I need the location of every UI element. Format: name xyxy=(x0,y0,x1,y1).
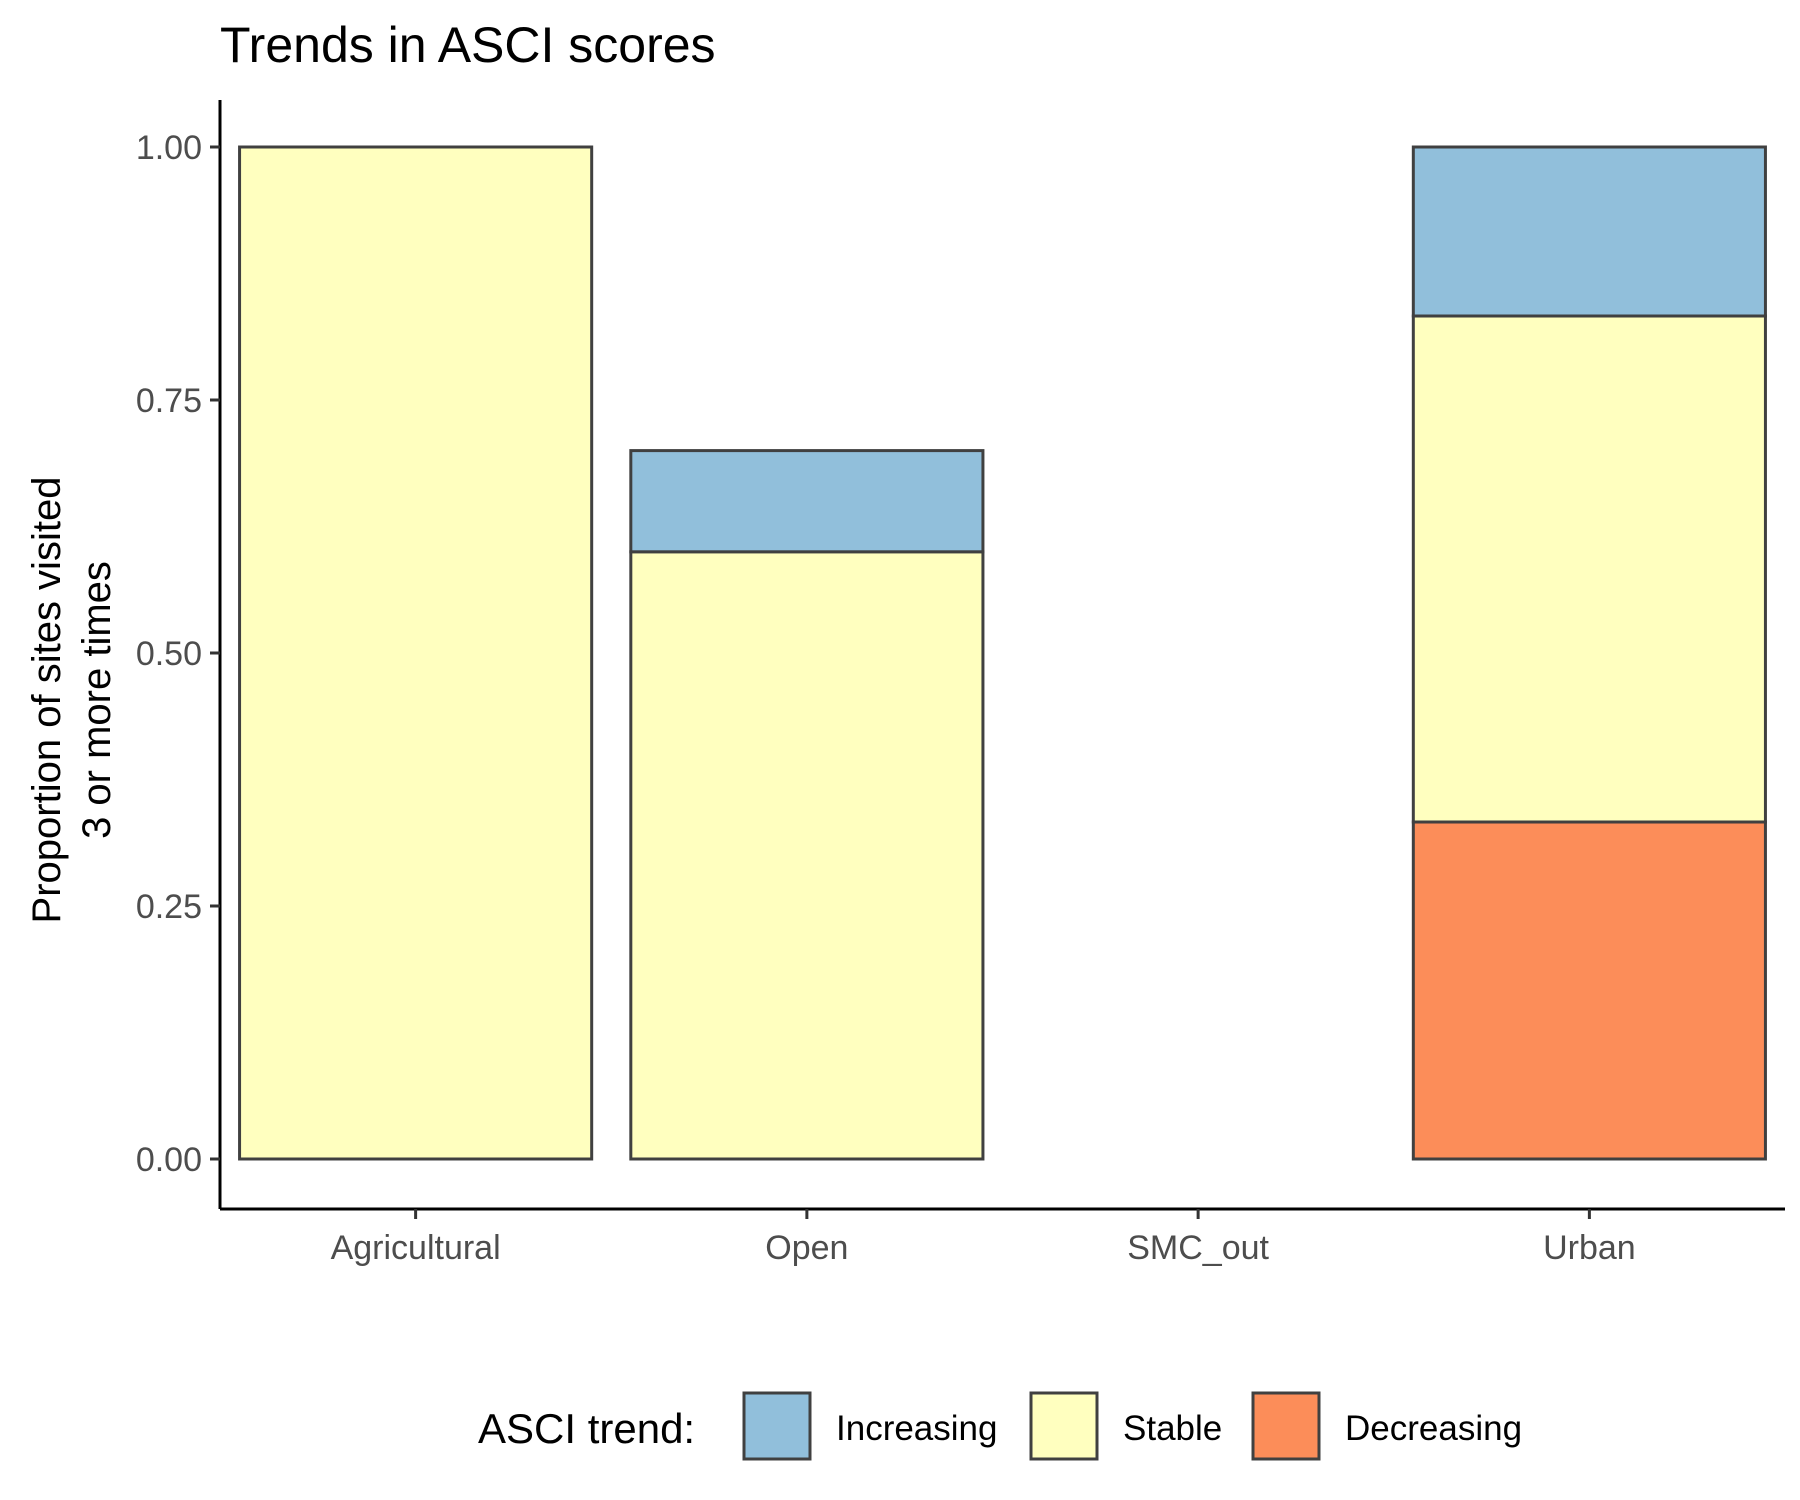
y-tick-label: 0.25 xyxy=(136,888,202,926)
bar-urban-decreasing xyxy=(1411,820,1767,1161)
legend-label-increasing: Increasing xyxy=(836,1409,997,1448)
y-tick-label: 0.75 xyxy=(136,382,202,420)
bar-urban-increasing xyxy=(1411,145,1767,318)
legend-key-decreasing xyxy=(1251,1391,1321,1461)
bars-layer xyxy=(238,145,1767,1161)
bar-agricultural-stable xyxy=(238,145,594,1161)
x-tick-label: Open xyxy=(765,1229,848,1267)
legend-label-decreasing: Decreasing xyxy=(1345,1409,1522,1448)
y-axis-title: Proportion of sites visited 3 or more ti… xyxy=(25,477,119,924)
y-axis-title-line-1: Proportion of sites visited xyxy=(25,477,69,924)
y-axis-title-line-2: 3 or more times xyxy=(75,561,119,839)
y-axis: 0.00 0.25 0.50 0.75 1.00 xyxy=(136,100,222,1209)
y-tick-label: 1.00 xyxy=(136,129,202,167)
legend-key-increasing xyxy=(742,1391,812,1461)
legend-key-stable xyxy=(1029,1391,1099,1461)
y-tick-label: 0.50 xyxy=(136,635,202,673)
bar-urban-stable xyxy=(1411,314,1767,824)
legend-label-stable: Stable xyxy=(1123,1409,1222,1448)
legend-title: ASCI trend: xyxy=(478,1405,695,1452)
x-tick-label: SMC_out xyxy=(1127,1229,1269,1267)
bar-open-increasing xyxy=(629,449,985,554)
x-axis: Agricultural Open SMC_out Urban xyxy=(220,1207,1785,1267)
bar-open-stable xyxy=(629,550,985,1161)
y-tick-label: 0.00 xyxy=(136,1141,202,1179)
x-tick-label: Urban xyxy=(1543,1229,1636,1267)
chart-title: Trends in ASCI scores xyxy=(220,17,716,73)
legend: ASCI trend: Increasing Stable Decreasing xyxy=(478,1391,1522,1461)
x-tick-label: Agricultural xyxy=(331,1229,501,1267)
